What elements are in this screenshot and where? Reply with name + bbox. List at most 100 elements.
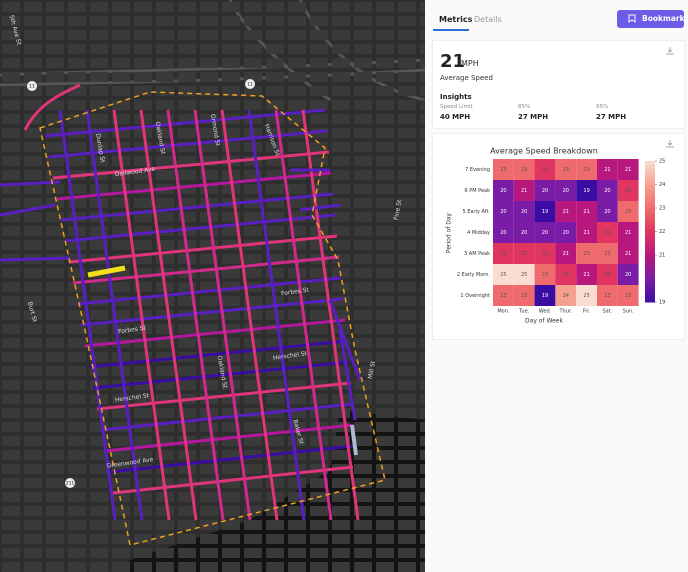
- building-block: [200, 72, 218, 82]
- building-block: [288, 30, 306, 40]
- building-block: [134, 562, 152, 572]
- selected-segment[interactable]: [87, 265, 126, 278]
- building-block: [24, 282, 42, 292]
- building-block: [134, 184, 152, 194]
- building-block: [90, 534, 108, 544]
- building-block: [2, 520, 20, 530]
- building-block: [68, 2, 86, 12]
- building-block: [244, 548, 262, 558]
- building-block: [376, 338, 394, 348]
- bookmark-button[interactable]: Bookmark: [617, 10, 685, 28]
- building-block: [398, 30, 416, 40]
- building-block: [134, 450, 152, 460]
- heatmap-cell: [493, 180, 514, 201]
- building-block: [420, 436, 425, 446]
- building-block: [178, 296, 196, 306]
- building-block: [2, 548, 20, 558]
- colorbar-segment: [645, 171, 655, 176]
- tab-metrics[interactable]: Metrics: [439, 15, 473, 24]
- building-block: [288, 492, 306, 502]
- building-block: [420, 100, 425, 110]
- download-icon[interactable]: [666, 140, 674, 148]
- cell-label: 21: [604, 167, 610, 173]
- building-block: [288, 114, 306, 124]
- heatmap-cell: [617, 243, 639, 264]
- building-block: [420, 282, 425, 292]
- building-block: [354, 520, 372, 530]
- building-block: [332, 16, 350, 26]
- building-block: [376, 268, 394, 278]
- building-block: [354, 184, 372, 194]
- cell-label: 20: [625, 272, 631, 278]
- building-block: [420, 380, 425, 390]
- colorbar-segment: [645, 164, 655, 169]
- building-block: [112, 2, 130, 12]
- building-block: [332, 156, 350, 166]
- building-block: [266, 548, 284, 558]
- download-icon[interactable]: [666, 47, 674, 55]
- building-block: [332, 478, 350, 488]
- building-block: [134, 16, 152, 26]
- building-block: [112, 282, 130, 292]
- building-block: [310, 72, 328, 82]
- building-block: [354, 212, 372, 222]
- street: [85, 109, 144, 521]
- x-tick-label: Mon.: [497, 309, 510, 315]
- building-block: [244, 30, 262, 40]
- building-block: [156, 422, 174, 432]
- building-block: [90, 548, 108, 558]
- building-block: [24, 408, 42, 418]
- building-block: [112, 44, 130, 54]
- heatmap-cell: [534, 243, 556, 264]
- tab-details[interactable]: Details: [474, 15, 502, 24]
- street-network: [0, 2, 425, 572]
- colorbar-segment: [645, 178, 655, 183]
- building-block: [178, 170, 196, 180]
- y-axis-label: Period of Day: [446, 212, 453, 253]
- building-block: [68, 16, 86, 26]
- segment[interactable]: [350, 424, 358, 456]
- building-block: [178, 506, 196, 516]
- colorbar-segment: [645, 266, 655, 271]
- building-block: [200, 240, 218, 250]
- building-block: [420, 30, 425, 40]
- building-block: [288, 16, 306, 26]
- speed-unit: MPH: [461, 59, 479, 68]
- building-block: [46, 492, 64, 502]
- building-block: [46, 464, 64, 474]
- building-block: [90, 240, 108, 250]
- building-block: [222, 352, 240, 362]
- colorbar-segment: [645, 277, 655, 282]
- building-block: [178, 128, 196, 138]
- building-block: [222, 296, 240, 306]
- building-block: [112, 548, 130, 558]
- y-tick-label: 7 Evening: [465, 167, 490, 173]
- building-block: [354, 100, 372, 110]
- colorbar-segment: [645, 189, 655, 194]
- building-block: [90, 16, 108, 26]
- building-block: [68, 422, 86, 432]
- building-block: [310, 366, 328, 376]
- building-block: [2, 86, 20, 96]
- building-block: [332, 254, 350, 264]
- building-block: [156, 506, 174, 516]
- building-block: [398, 492, 416, 502]
- building-block: [90, 436, 108, 446]
- building-block: [68, 324, 86, 334]
- building-block: [112, 72, 130, 82]
- building-block: [244, 226, 262, 236]
- building-block: [46, 282, 64, 292]
- building-block: [244, 562, 262, 572]
- building-block: [2, 562, 20, 572]
- heatmap-cell: [576, 201, 597, 222]
- colorbar-segment: [645, 249, 655, 254]
- side-panel: Metrics Details Bookmark 21 MPH Average …: [425, 0, 688, 572]
- heatmap-cell: [576, 285, 597, 306]
- heatmap-cell: [534, 222, 556, 243]
- building-block: [266, 352, 284, 362]
- cell-label: 22: [604, 272, 610, 278]
- building-block: [398, 142, 416, 152]
- building-block: [244, 2, 262, 12]
- y-tick-label: 3 AM Peak: [464, 251, 490, 257]
